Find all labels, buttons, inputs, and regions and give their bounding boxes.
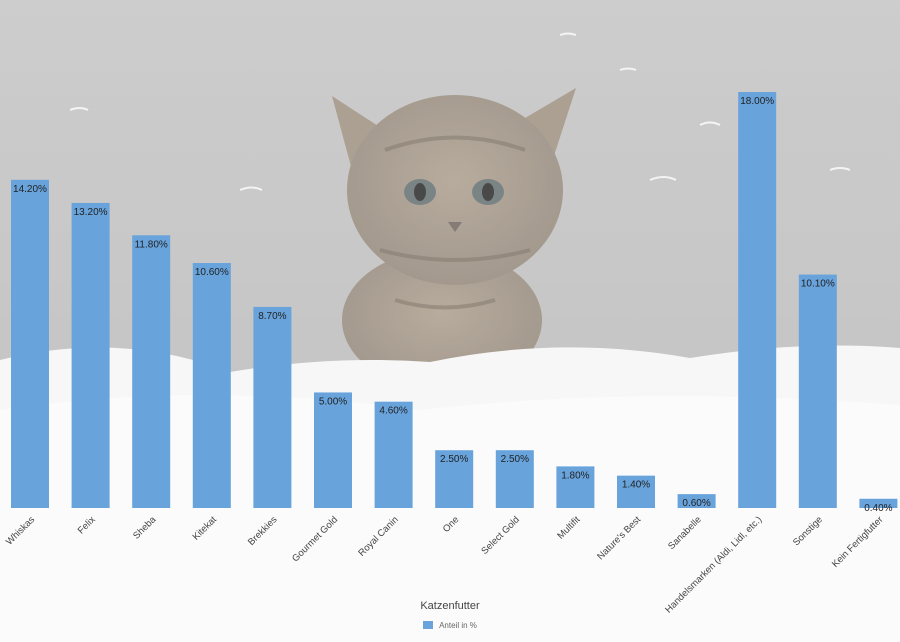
data-label: 18.00%: [740, 96, 774, 107]
data-label: 14.20%: [13, 184, 47, 195]
x-tick-label: Nature's Best: [595, 514, 643, 562]
bar: [859, 498, 898, 508]
bar: [798, 274, 837, 508]
legend-swatch: [423, 621, 434, 629]
bar: [253, 306, 292, 508]
bar-series: [11, 92, 898, 509]
x-tick-label: Brekkies: [246, 514, 280, 548]
x-tick-label: Gourmet Gold: [290, 514, 340, 564]
bar: [677, 494, 716, 508]
data-label: 13.20%: [74, 207, 108, 218]
data-label: 11.80%: [135, 239, 168, 250]
data-label: 2.50%: [501, 454, 529, 465]
x-tick-label: Sanabelle: [666, 514, 704, 552]
bar: [314, 392, 352, 508]
bar: [556, 466, 595, 508]
data-label: 4.60%: [379, 406, 407, 417]
bar: [192, 263, 231, 508]
x-tick-label: Select Gold: [479, 514, 522, 557]
x-tick-label: Multifit: [555, 514, 582, 541]
data-label: 2.50%: [440, 454, 468, 465]
data-label: 8.70%: [258, 311, 286, 322]
bar: [11, 179, 49, 509]
legend-label: Anteil in %: [439, 620, 477, 630]
bar: [435, 450, 474, 508]
x-tick-label: Sheba: [131, 514, 159, 542]
data-label: 0.40%: [864, 503, 892, 514]
data-label: 1.80%: [561, 470, 589, 481]
legend-title: Katzenfutter: [420, 600, 480, 612]
data-label: 0.60%: [682, 498, 710, 509]
data-label: 1.40%: [622, 480, 650, 491]
bar: [738, 92, 777, 508]
bar: [132, 235, 171, 509]
bar: [71, 202, 110, 508]
x-tick-label: Royal Canin: [356, 514, 400, 558]
bar: [617, 475, 655, 508]
x-tick-label: Kein Fertigfutter: [830, 514, 886, 570]
bar: [374, 401, 413, 508]
data-label: 5.00%: [319, 396, 347, 407]
data-label: 10.10%: [801, 279, 835, 290]
x-tick-label: One: [441, 514, 461, 534]
legend-item: Anteil in %: [423, 621, 477, 630]
bar: [495, 450, 534, 508]
x-tick-label: Sonstige: [791, 514, 825, 548]
x-tick-label: Felix: [76, 514, 98, 536]
x-tick-label: Whiskas: [4, 514, 37, 547]
legend: Katzenfutter Anteil in %: [0, 600, 900, 634]
data-labels: 14.20% 13.20% 11.80% 10.60% 8.70% 5.00% 4.60% 2…: [13, 96, 893, 514]
x-tick-label: Kitekat: [191, 514, 220, 543]
data-label: 10.60%: [195, 267, 229, 278]
